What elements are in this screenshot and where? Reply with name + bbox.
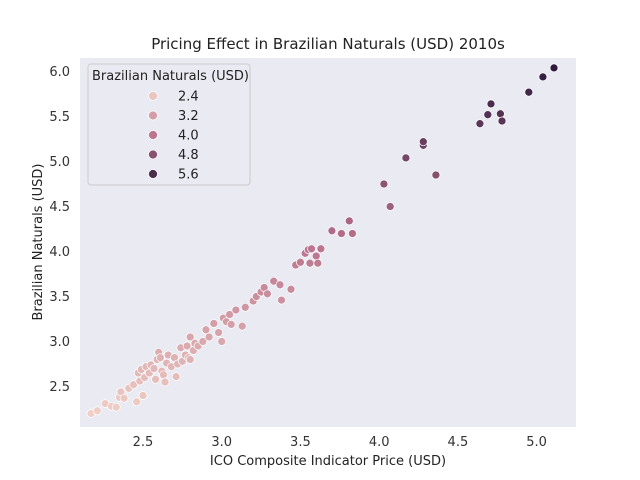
- scatter-point: [263, 289, 272, 299]
- legend-label: 3.2: [178, 109, 199, 124]
- chart-title: Pricing Effect in Brazilian Naturals (US…: [151, 35, 505, 53]
- y-tick-label: 6.0: [49, 65, 70, 80]
- scatter-point: [138, 391, 148, 400]
- legend-title: Brazilian Naturals (USD): [92, 69, 249, 84]
- legend-items: 2.4 3.2 4.0 4.8 5.6: [148, 90, 199, 183]
- scatter-point: [155, 353, 165, 363]
- scatter-point: [327, 226, 337, 236]
- y-tick-label: 4.5: [49, 200, 70, 215]
- x-tick-label: 2.5: [133, 435, 154, 450]
- scatter-point: [379, 179, 389, 189]
- scatter-point: [209, 319, 219, 328]
- scatter-point: [217, 337, 227, 346]
- scatter-point: [307, 244, 316, 254]
- scatter-point: [159, 370, 168, 380]
- x-tick-label: 5.0: [526, 435, 547, 450]
- legend-marker: [148, 169, 158, 179]
- scatter-point: [549, 63, 559, 73]
- scatter-point: [344, 216, 354, 226]
- legend-marker: [148, 110, 158, 121]
- scatter-point: [313, 258, 323, 268]
- scatter-point: [185, 355, 195, 364]
- scatter-point: [385, 202, 395, 211]
- legend-label: 5.6: [178, 168, 199, 183]
- y-tick-labels: 2.5 3.0 3.5 4.0 4.5 5.0 5.5 6.0: [49, 65, 70, 395]
- scatter-point: [401, 153, 411, 163]
- scatter-point: [496, 109, 505, 119]
- y-tick-label: 4.0: [49, 245, 70, 260]
- scatter-point: [214, 328, 223, 337]
- legend: Brazilian Naturals (USD) 2.4 3.2 4.0 4.8 5.6: [87, 63, 251, 186]
- scatter-point: [305, 258, 315, 268]
- scatter-point: [119, 393, 129, 403]
- y-tick-label: 5.0: [49, 155, 70, 170]
- scatter-point: [497, 116, 507, 126]
- scatter-point: [296, 257, 305, 267]
- scatter-point: [231, 305, 241, 315]
- legend-label: 4.8: [178, 148, 199, 163]
- y-tick-label: 3.0: [49, 335, 70, 350]
- scatter-point: [92, 406, 102, 416]
- legend-marker: [148, 91, 158, 101]
- scatter-point: [418, 137, 428, 147]
- y-tick-label: 2.5: [49, 380, 70, 395]
- scatter-point: [286, 284, 296, 294]
- scatter-point: [201, 325, 211, 335]
- y-tick-label: 3.5: [49, 290, 70, 305]
- scatter-point: [185, 332, 195, 342]
- legend-label: 4.0: [178, 129, 199, 144]
- scatter-point: [160, 377, 170, 387]
- legend-marker: [148, 149, 158, 160]
- legend-label: 2.4: [178, 90, 199, 105]
- scatter-point: [348, 229, 357, 238]
- scatter-point: [524, 87, 534, 97]
- y-tick-label: 5.5: [49, 110, 70, 125]
- data-points: [86, 63, 559, 418]
- scatter-point: [316, 244, 326, 254]
- scatter-point: [337, 229, 346, 238]
- x-tick-label: 4.0: [369, 435, 390, 450]
- x-axis-label: ICO Composite Indicator Price (USD): [210, 454, 446, 469]
- scatter-point: [226, 320, 236, 329]
- scatter-point: [475, 119, 485, 129]
- scatter-point: [311, 251, 321, 261]
- legend-box: [87, 63, 251, 186]
- scatter-point: [132, 397, 142, 407]
- scatter-point: [204, 332, 214, 342]
- scatter-point: [237, 321, 247, 331]
- x-tick-label: 3.5: [290, 435, 311, 450]
- scatter-point: [486, 99, 496, 109]
- scatter-point: [483, 110, 493, 120]
- scatter-point: [149, 364, 159, 373]
- scatter-point: [111, 402, 121, 412]
- scatter-point: [277, 295, 286, 305]
- x-tick-label: 4.5: [448, 435, 469, 450]
- scatter-point: [171, 372, 181, 381]
- scatter-point: [275, 280, 285, 290]
- scatter-point: [151, 374, 160, 384]
- scatter-point: [431, 170, 441, 180]
- scatter-point: [198, 337, 208, 346]
- scatter-point: [182, 341, 192, 351]
- x-tick-labels: 2.5 3.0 3.5 4.0 4.5 5.0: [133, 435, 547, 450]
- y-axis-label: Brazilian Naturals (USD): [31, 163, 46, 320]
- scatter-point: [240, 302, 250, 312]
- scatter-point: [225, 310, 234, 319]
- legend-marker: [148, 130, 158, 140]
- x-tick-label: 3.0: [211, 435, 232, 450]
- scatter-point: [538, 72, 548, 82]
